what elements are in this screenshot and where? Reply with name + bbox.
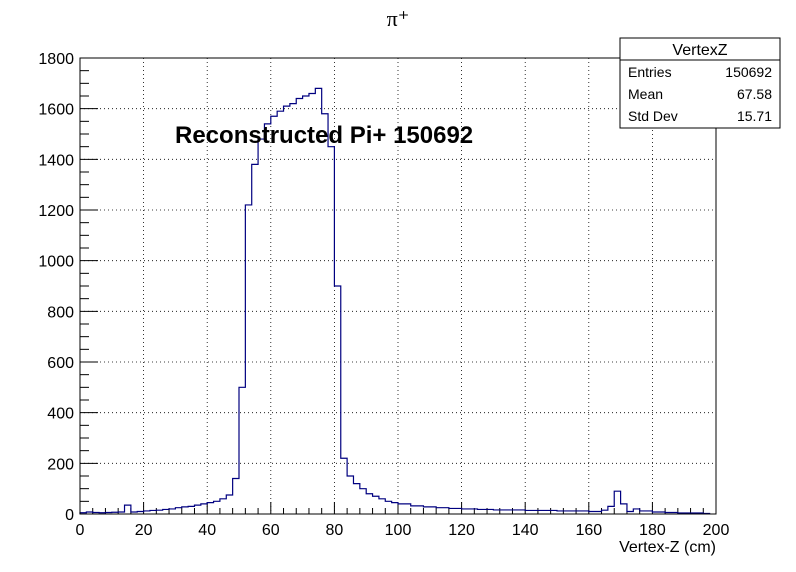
y-tick-label: 200	[47, 456, 74, 473]
stats-value-entries: 150692	[725, 64, 772, 80]
x-axis-title: Vertex-Z (cm)	[619, 539, 716, 556]
stats-value-stddev: 15.71	[737, 108, 772, 124]
x-tick-label: 0	[76, 522, 85, 539]
x-tick-label: 120	[448, 522, 475, 539]
x-tick-label: 60	[262, 522, 280, 539]
annotation-text: Reconstructed Pi+ 150692	[175, 122, 473, 149]
stats-label-mean: Mean	[628, 86, 663, 102]
stats-label-stddev: Std Dev	[628, 108, 678, 124]
y-tick-label: 1600	[38, 102, 74, 119]
x-tick-label: 180	[639, 522, 666, 539]
stats-box-frame	[619, 37, 781, 129]
x-tick-label: 140	[512, 522, 539, 539]
y-tick-label: 1200	[38, 203, 74, 220]
stats-box: VertexZ Entries 150692 Mean 67.58 Std De…	[619, 37, 781, 129]
y-tick-label: 800	[47, 304, 74, 321]
x-tick-label: 200	[703, 522, 730, 539]
x-tick-label: 100	[385, 522, 412, 539]
y-tick-label: 400	[47, 406, 74, 423]
y-tick-label: 0	[65, 507, 74, 524]
chart-title: π⁺	[387, 6, 410, 31]
x-tick-label: 160	[575, 522, 602, 539]
y-tick-label: 1800	[38, 51, 74, 68]
stats-box-title: VertexZ	[672, 42, 727, 59]
x-tick-label: 40	[198, 522, 216, 539]
x-tick-label: 80	[326, 522, 344, 539]
stats-value-mean: 67.58	[737, 86, 772, 102]
plot-frame	[79, 57, 717, 515]
tick-labels: 0 20 40 60 80 100 120 140 160 180 200 0 200 400 600 800…	[38, 51, 729, 539]
y-tick-label: 1400	[38, 152, 74, 169]
stats-label-entries: Entries	[628, 64, 672, 80]
histogram-series	[79, 87, 711, 515]
x-tick-label: 20	[135, 522, 153, 539]
histogram-line	[79, 87, 711, 515]
y-tick-label: 1000	[38, 254, 74, 271]
grid-lines	[80, 58, 716, 514]
y-tick-label: 600	[47, 355, 74, 372]
